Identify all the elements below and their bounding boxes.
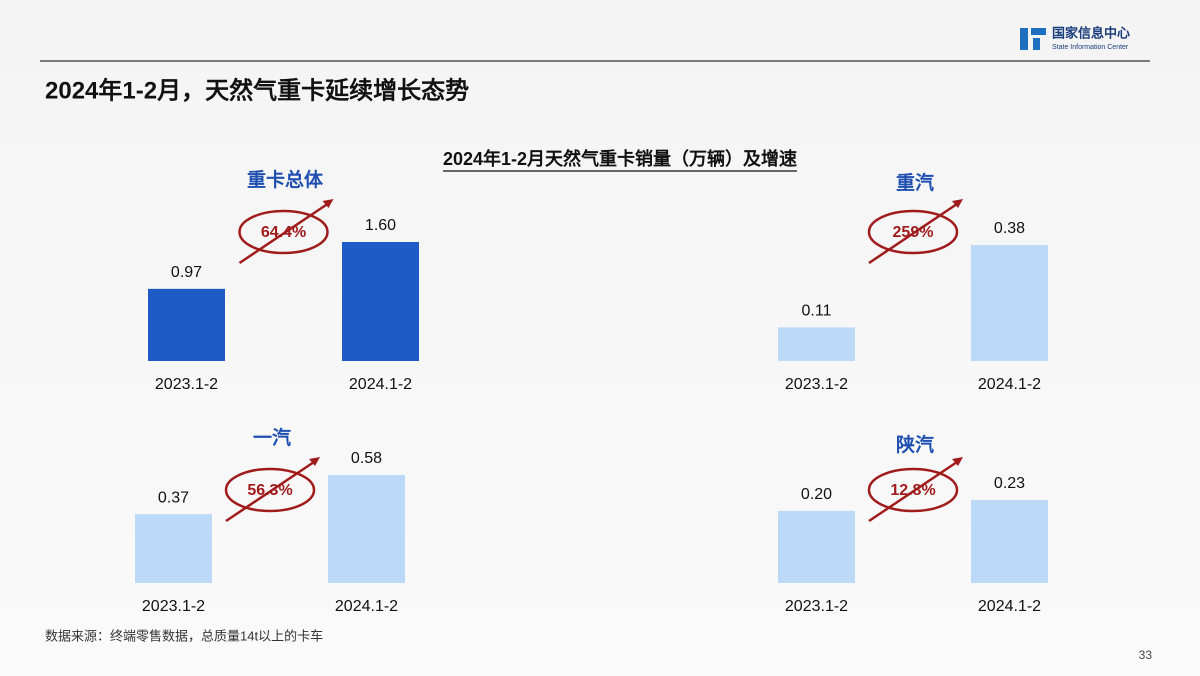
- x-tick-label: 2024.1-2: [978, 376, 1041, 393]
- bar: [971, 500, 1048, 583]
- value-label: 0.11: [802, 303, 832, 320]
- x-tick-label: 2023.1-2: [142, 598, 205, 615]
- bar: [971, 245, 1048, 361]
- logo-icon: [1033, 38, 1040, 50]
- chart-title: 2024年1-2月天然气重卡销量（万辆）及增速: [443, 148, 797, 169]
- growth-ellipse: [224, 467, 316, 513]
- org-name-en: State Information Center: [1052, 44, 1129, 51]
- growth-arrow: [225, 460, 315, 523]
- page-number: 33: [1139, 648, 1153, 662]
- bar: [342, 242, 419, 361]
- bar-chart: 重卡总体 0.97 2023.1-2 1.60 2024.1-2 64.4%: [148, 168, 419, 393]
- x-tick-label: 2024.1-2: [978, 598, 1041, 615]
- x-tick-label: 2023.1-2: [785, 598, 848, 615]
- logo-icon: [1020, 28, 1028, 50]
- chart-subtitle: 陕汽: [896, 433, 934, 456]
- bar: [778, 510, 855, 583]
- x-tick-label: 2024.1-2: [335, 598, 398, 615]
- bar-chart: 一汽 0.37 2023.1-2 0.58 2024.1-2 56.3%: [135, 426, 405, 615]
- growth-ellipse: [867, 467, 959, 513]
- growth-label: 12.8%: [890, 482, 935, 499]
- chart-subtitle: 重卡总体: [247, 168, 324, 191]
- growth-arrow-head: [322, 199, 334, 208]
- x-tick-label: 2023.1-2: [155, 376, 218, 393]
- growth-ellipse: [238, 209, 329, 255]
- growth-ellipse: [867, 209, 959, 255]
- bar: [328, 475, 405, 583]
- growth-arrow-head: [309, 457, 320, 466]
- growth-arrow: [868, 202, 958, 265]
- growth-arrow: [238, 202, 329, 265]
- growth-label: 64.4%: [261, 224, 306, 241]
- source-note: 数据来源：终端零售数据，总质量14t以上的卡车: [45, 628, 323, 643]
- value-label: 0.20: [801, 486, 832, 503]
- growth-arrow-head: [952, 199, 963, 208]
- bar-chart: 陕汽 0.20 2023.1-2 0.23 2024.1-2 12.8%: [778, 433, 1048, 615]
- bar: [778, 327, 855, 361]
- bar: [135, 514, 212, 583]
- x-tick-label: 2024.1-2: [349, 376, 412, 393]
- value-label: 0.97: [171, 264, 202, 281]
- growth-label: 259%: [893, 224, 934, 241]
- value-label: 0.58: [351, 450, 382, 467]
- chart-subtitle: 重汽: [896, 171, 934, 194]
- value-label: 0.37: [158, 489, 189, 506]
- logo-icon: [1031, 28, 1046, 35]
- chart-subtitle: 一汽: [253, 426, 291, 449]
- bar-chart: 重汽 0.11 2023.1-2 0.38 2024.1-2 259%: [778, 171, 1048, 393]
- value-label: 0.38: [994, 220, 1025, 237]
- bar: [148, 288, 225, 361]
- value-label: 1.60: [365, 217, 396, 234]
- growth-label: 56.3%: [247, 482, 292, 499]
- org-name: 国家信息中心: [1052, 25, 1130, 40]
- logo: 国家信息中心 State Information Center: [1020, 25, 1130, 51]
- x-tick-label: 2023.1-2: [785, 376, 848, 393]
- value-label: 0.23: [994, 475, 1025, 492]
- growth-arrow: [868, 460, 958, 523]
- growth-arrow-head: [952, 457, 963, 466]
- headline: 2024年1-2月，天然气重卡延续增长态势: [45, 76, 469, 104]
